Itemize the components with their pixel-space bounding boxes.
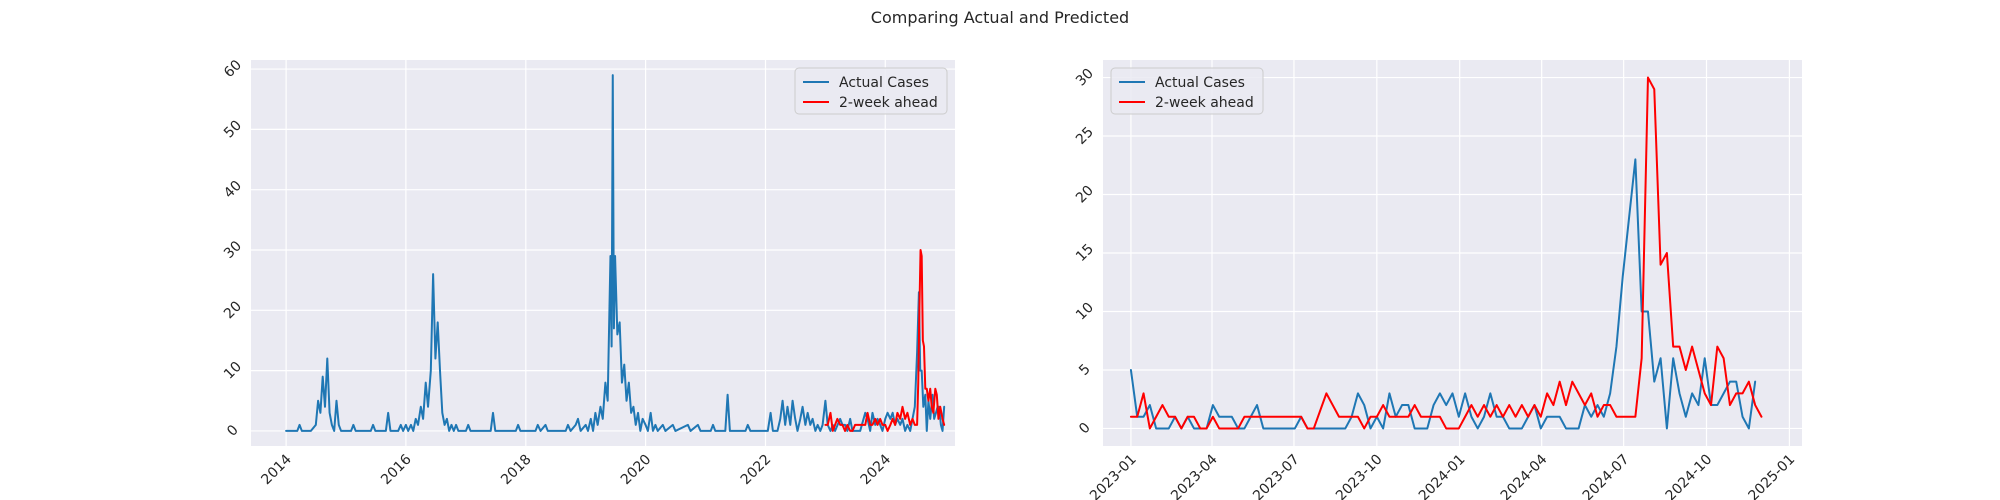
right-y-tick-label: 25	[1073, 124, 1097, 148]
right-legend-entry: 2-week ahead	[1155, 95, 1254, 111]
left-legend-entry: 2-week ahead	[839, 95, 938, 111]
left-y-tick-label: 0	[224, 422, 242, 440]
right-legend: Actual Cases 2-week ahead	[1110, 67, 1264, 115]
left-y-tick-label: 30	[221, 238, 245, 262]
right-legend-entry: Actual Cases	[1155, 75, 1245, 91]
left-x-tick-label: 2022	[738, 452, 775, 489]
left-chart-panel: 0 10 20 30 40 50 60 2014 2016 2018 2020 2022 2024 Act…	[221, 57, 955, 488]
right-y-tick-label: 20	[1073, 183, 1097, 207]
right-x-tick-label: 2023-10	[1333, 452, 1386, 500]
right-x-tick-label: 2024-10	[1663, 452, 1716, 500]
right-y-tick-label: 10	[1073, 300, 1097, 324]
right-x-tick-label: 2023-07	[1250, 452, 1303, 500]
right-chart-panel: 0 5 10 15 20 25 30 2023-01 2023-04 2023-07 2023-10…	[1073, 60, 1802, 500]
left-y-tick-label: 20	[221, 298, 245, 322]
right-x-tick-label: 2024-07	[1580, 452, 1633, 500]
right-y-tick-label: 30	[1073, 66, 1097, 90]
right-series-line-predicted	[1129, 76, 1763, 430]
right-x-tick-label: 2023-01	[1087, 452, 1140, 500]
left-y-tick-label: 50	[221, 117, 245, 141]
right-x-tick-label: 2025-01	[1746, 452, 1799, 500]
left-y-tick-label: 40	[221, 178, 245, 202]
right-y-tick-label: 15	[1073, 241, 1097, 265]
left-x-tick-label: 2014	[258, 451, 295, 488]
right-x-tick-label: 2024-04	[1498, 451, 1551, 500]
right-series-line-actual	[1129, 158, 1757, 430]
left-legend-entry: Actual Cases	[839, 75, 929, 91]
left-x-tick-label: 2016	[378, 451, 415, 488]
figure-title: Comparing Actual and Predicted	[870, 8, 1130, 27]
left-x-tick-label: 2018	[498, 452, 535, 489]
left-y-tick-label: 60	[221, 57, 245, 81]
left-x-tick-label: 2020	[618, 452, 655, 489]
left-plot-area	[251, 60, 955, 446]
right-legend-box	[1110, 67, 1264, 115]
right-y-tick-label: 0	[1076, 420, 1094, 438]
left-series-line-predicted	[824, 248, 946, 432]
left-y-tick-label: 10	[221, 359, 245, 383]
right-x-tick-label: 2024-01	[1416, 452, 1469, 500]
right-x-tick-label: 2023-04	[1168, 451, 1221, 500]
left-legend-box	[794, 67, 948, 115]
left-legend: Actual Cases 2-week ahead	[794, 67, 948, 115]
left-x-tick-label: 2024	[858, 451, 895, 488]
right-y-tick-label: 5	[1076, 361, 1094, 379]
